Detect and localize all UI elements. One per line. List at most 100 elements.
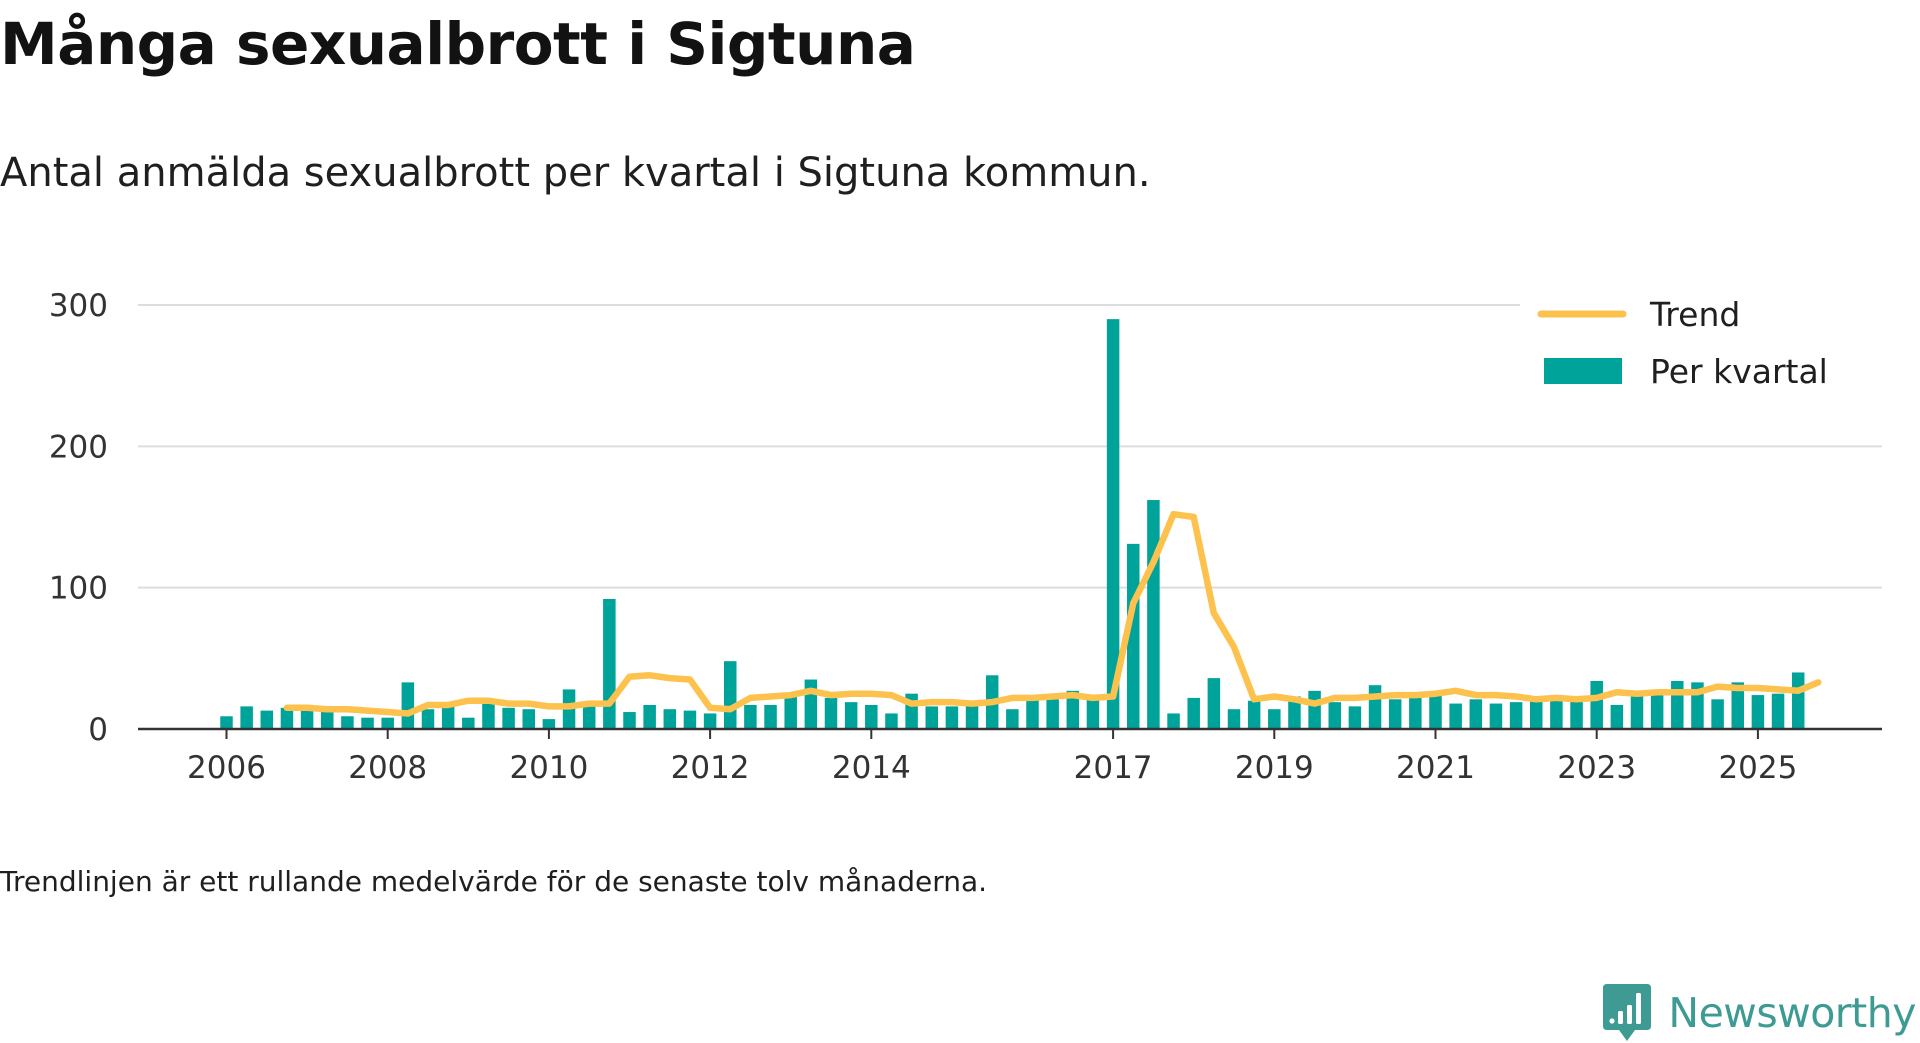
bar (240, 706, 253, 729)
bar (1308, 690, 1321, 729)
bar (462, 717, 475, 729)
bar (1268, 709, 1281, 729)
bar (1409, 696, 1422, 729)
bar (824, 697, 838, 729)
bar (1106, 319, 1120, 729)
bar (1066, 690, 1080, 729)
bar (502, 707, 515, 729)
footnote: Trendlinjen är ett rullande medelvärde f… (0, 865, 988, 898)
bar (945, 706, 959, 729)
bar (1771, 693, 1785, 729)
bar (280, 707, 294, 729)
bar (663, 709, 677, 729)
newsworthy-logo-icon (1603, 984, 1652, 1041)
x-tick-label: 2023 (1557, 750, 1636, 786)
x-tick-label: 2012 (671, 750, 750, 786)
bar (1791, 672, 1805, 729)
bar (703, 713, 717, 729)
bar (804, 679, 818, 729)
bar (381, 717, 394, 729)
bar (1751, 695, 1765, 729)
bar (1348, 706, 1362, 729)
bar (1247, 700, 1261, 729)
bar (1630, 695, 1644, 729)
bar (1167, 713, 1180, 729)
bar (1590, 680, 1603, 729)
x-tick-label: 2025 (1718, 750, 1797, 786)
bar (1429, 693, 1442, 729)
bar (1550, 700, 1563, 729)
page-title: Många sexualbrott i Sigtuna (0, 10, 916, 78)
x-tick-label: 2019 (1235, 750, 1314, 786)
bar (1227, 709, 1241, 729)
bar (1328, 702, 1341, 729)
bar (925, 706, 938, 729)
bar (1671, 680, 1684, 729)
brand: Newsworthy (1602, 983, 1916, 1043)
bar (1086, 697, 1100, 729)
brand-name: Newsworthy (1668, 989, 1916, 1037)
y-axis-ticks: 0 100 200 300 (49, 288, 108, 748)
bar (1469, 699, 1483, 729)
bar (582, 706, 596, 729)
bar (1731, 682, 1744, 729)
bar (1650, 695, 1664, 729)
bar (865, 704, 878, 729)
bar (1288, 696, 1301, 729)
bar (441, 702, 455, 729)
bar (1207, 678, 1221, 729)
x-tick-label: 2008 (348, 750, 427, 786)
bar (724, 661, 737, 729)
bar (1187, 697, 1200, 729)
bar (844, 702, 858, 729)
bar (885, 713, 898, 729)
bar (341, 716, 354, 729)
bar (1509, 702, 1523, 729)
bar (260, 710, 274, 729)
legend-bar-swatch (1544, 358, 1622, 384)
y-tick-label: 200 (49, 429, 108, 465)
bar (965, 704, 979, 729)
y-tick-label: 100 (49, 571, 108, 607)
bar (401, 682, 415, 729)
x-tick-label: 2006 (187, 750, 266, 786)
bar (542, 719, 556, 729)
bar (300, 709, 314, 729)
y-tick-label: 300 (49, 288, 108, 324)
bar (1711, 699, 1724, 729)
x-tick-label: 2017 (1074, 750, 1153, 786)
bar (1147, 500, 1160, 729)
bar (1368, 685, 1382, 729)
bar (522, 709, 535, 729)
bar (1046, 699, 1059, 729)
x-axis-ticks: 2006 2008 2010 2012 2014 2017 2019 2021 2023 2025 (187, 729, 1797, 786)
bar (1570, 697, 1583, 729)
legend-trend-label: Trend (1649, 295, 1740, 334)
bar (643, 704, 656, 729)
bar (321, 712, 334, 729)
chart-area: 0 100 200 300 2006 2008 2010 2012 2014 2017 2019 2… (0, 270, 1920, 810)
bar-series (220, 319, 1805, 729)
trend-line (283, 510, 1822, 717)
bar (764, 704, 777, 729)
legend-bar-label: Per kvartal (1650, 352, 1828, 391)
bar (1530, 699, 1543, 729)
bar (1388, 699, 1402, 729)
bar (603, 598, 616, 729)
bar (1489, 703, 1503, 729)
chart-subtitle: Antal anmälda sexualbrott per kvartal i … (0, 150, 1151, 196)
x-tick-label: 2014 (832, 750, 911, 786)
bar (421, 709, 435, 729)
bar (784, 696, 797, 729)
bar (1610, 704, 1624, 729)
legend: Trend Per kvartal (1520, 282, 1885, 400)
trend-series (283, 510, 1822, 717)
bar (683, 710, 697, 729)
bar (1026, 699, 1039, 729)
bar (744, 704, 757, 729)
x-tick-label: 2021 (1396, 750, 1475, 786)
bar (220, 716, 233, 729)
bar (1006, 709, 1019, 729)
y-tick-label: 0 (88, 712, 108, 748)
